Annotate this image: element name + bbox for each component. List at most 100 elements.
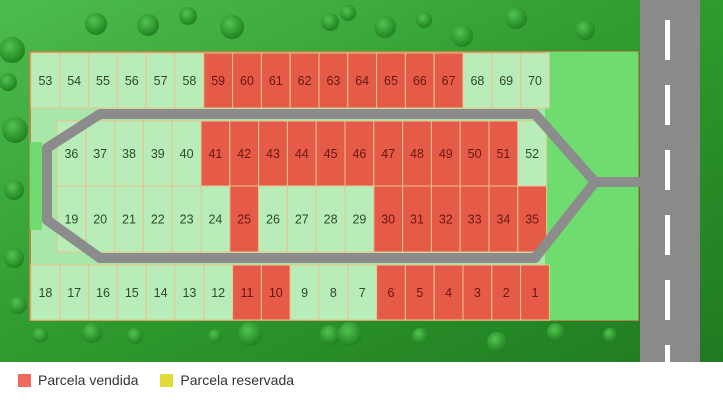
lot-16-shape[interactable] <box>88 264 118 321</box>
lot-48[interactable]: 48 <box>402 120 432 187</box>
lot-44[interactable]: 44 <box>286 120 317 187</box>
lot-70-shape[interactable] <box>520 52 550 109</box>
lot-5[interactable]: 5 <box>404 264 435 321</box>
lot-37-shape[interactable] <box>85 120 116 187</box>
lot-66[interactable]: 66 <box>404 52 435 109</box>
lot-31-shape[interactable] <box>402 185 432 253</box>
lot-3-shape[interactable] <box>462 264 493 321</box>
lot-49[interactable]: 49 <box>430 120 461 187</box>
lot-50[interactable]: 50 <box>459 120 490 187</box>
lot-17[interactable]: 17 <box>59 264 90 321</box>
lot-35[interactable]: 35 <box>517 185 548 253</box>
lot-60-shape[interactable] <box>232 52 262 109</box>
lot-57[interactable]: 57 <box>145 52 176 109</box>
lot-30[interactable]: 30 <box>373 185 404 253</box>
lot-42[interactable]: 42 <box>229 120 260 187</box>
lot-25[interactable]: 25 <box>229 185 260 253</box>
lot-14-shape[interactable] <box>145 264 176 321</box>
lot-47[interactable]: 47 <box>373 120 404 187</box>
lot-24[interactable]: 24 <box>200 185 231 253</box>
lot-4[interactable]: 4 <box>433 264 464 321</box>
lot-44-shape[interactable] <box>286 120 317 187</box>
lot-68-shape[interactable] <box>462 52 493 109</box>
lot-69-shape[interactable] <box>491 52 522 109</box>
lot-34-shape[interactable] <box>488 185 519 253</box>
lot-7[interactable]: 7 <box>347 264 378 321</box>
lot-6[interactable]: 6 <box>376 264 406 321</box>
lot-35-shape[interactable] <box>517 185 548 253</box>
lot-33[interactable]: 33 <box>459 185 490 253</box>
lot-18[interactable]: 18 <box>30 264 61 321</box>
lot-51[interactable]: 51 <box>488 120 519 187</box>
lot-37[interactable]: 37 <box>85 120 116 187</box>
lot-20[interactable]: 20 <box>85 185 116 253</box>
lot-63[interactable]: 63 <box>318 52 349 109</box>
lot-47-shape[interactable] <box>373 120 404 187</box>
lot-29[interactable]: 29 <box>344 185 375 253</box>
lot-10-shape[interactable] <box>260 264 291 321</box>
lot-14[interactable]: 14 <box>145 264 176 321</box>
lot-12[interactable]: 12 <box>203 264 234 321</box>
lot-13[interactable]: 13 <box>174 264 205 321</box>
lot-38-shape[interactable] <box>114 120 144 187</box>
lot-45[interactable]: 45 <box>315 120 346 187</box>
lot-66-shape[interactable] <box>404 52 435 109</box>
lot-67[interactable]: 67 <box>433 52 464 109</box>
lot-67-shape[interactable] <box>433 52 464 109</box>
lot-59[interactable]: 59 <box>203 52 234 109</box>
lot-24-shape[interactable] <box>200 185 231 253</box>
lot-63-shape[interactable] <box>318 52 349 109</box>
lot-22[interactable]: 22 <box>142 185 173 253</box>
lot-69[interactable]: 69 <box>491 52 522 109</box>
lot-53-shape[interactable] <box>30 52 61 109</box>
lot-9-shape[interactable] <box>289 264 320 321</box>
lot-11[interactable]: 11 <box>232 264 262 321</box>
lot-33-shape[interactable] <box>459 185 490 253</box>
lot-2[interactable]: 2 <box>491 264 522 321</box>
lot-53[interactable]: 53 <box>30 52 61 109</box>
lot-54-shape[interactable] <box>59 52 90 109</box>
lot-70[interactable]: 70 <box>520 52 550 109</box>
lot-1[interactable]: 1 <box>520 264 550 321</box>
lot-3[interactable]: 3 <box>462 264 493 321</box>
lot-4-shape[interactable] <box>433 264 464 321</box>
lot-58[interactable]: 58 <box>174 52 205 109</box>
lot-46[interactable]: 46 <box>344 120 375 187</box>
lot-59-shape[interactable] <box>203 52 234 109</box>
lot-23[interactable]: 23 <box>171 185 202 253</box>
lot-13-shape[interactable] <box>174 264 205 321</box>
lot-38[interactable]: 38 <box>114 120 144 187</box>
lot-65[interactable]: 65 <box>376 52 406 109</box>
lot-62-shape[interactable] <box>289 52 320 109</box>
lot-43-shape[interactable] <box>258 120 288 187</box>
lot-9[interactable]: 9 <box>289 264 320 321</box>
lot-16[interactable]: 16 <box>88 264 118 321</box>
lot-34[interactable]: 34 <box>488 185 519 253</box>
lot-10[interactable]: 10 <box>260 264 291 321</box>
lot-26[interactable]: 26 <box>258 185 288 253</box>
lot-1-shape[interactable] <box>520 264 550 321</box>
lot-54[interactable]: 54 <box>59 52 90 109</box>
lot-12-shape[interactable] <box>203 264 234 321</box>
lot-64-shape[interactable] <box>347 52 378 109</box>
lot-42-shape[interactable] <box>229 120 260 187</box>
lot-56[interactable]: 56 <box>116 52 147 109</box>
lot-8[interactable]: 8 <box>318 264 349 321</box>
lot-39[interactable]: 39 <box>142 120 173 187</box>
lot-40[interactable]: 40 <box>171 120 202 187</box>
lot-11-shape[interactable] <box>232 264 262 321</box>
lot-17-shape[interactable] <box>59 264 90 321</box>
lot-52[interactable]: 52 <box>517 120 548 187</box>
lot-32-shape[interactable] <box>430 185 461 253</box>
lot-21-shape[interactable] <box>114 185 144 253</box>
lot-2-shape[interactable] <box>491 264 522 321</box>
lot-40-shape[interactable] <box>171 120 202 187</box>
lot-50-shape[interactable] <box>459 120 490 187</box>
lot-15[interactable]: 15 <box>116 264 147 321</box>
lot-68[interactable]: 68 <box>462 52 493 109</box>
lot-64[interactable]: 64 <box>347 52 378 109</box>
lot-29-shape[interactable] <box>344 185 375 253</box>
lot-39-shape[interactable] <box>142 120 173 187</box>
lot-32[interactable]: 32 <box>430 185 461 253</box>
lot-43[interactable]: 43 <box>258 120 288 187</box>
